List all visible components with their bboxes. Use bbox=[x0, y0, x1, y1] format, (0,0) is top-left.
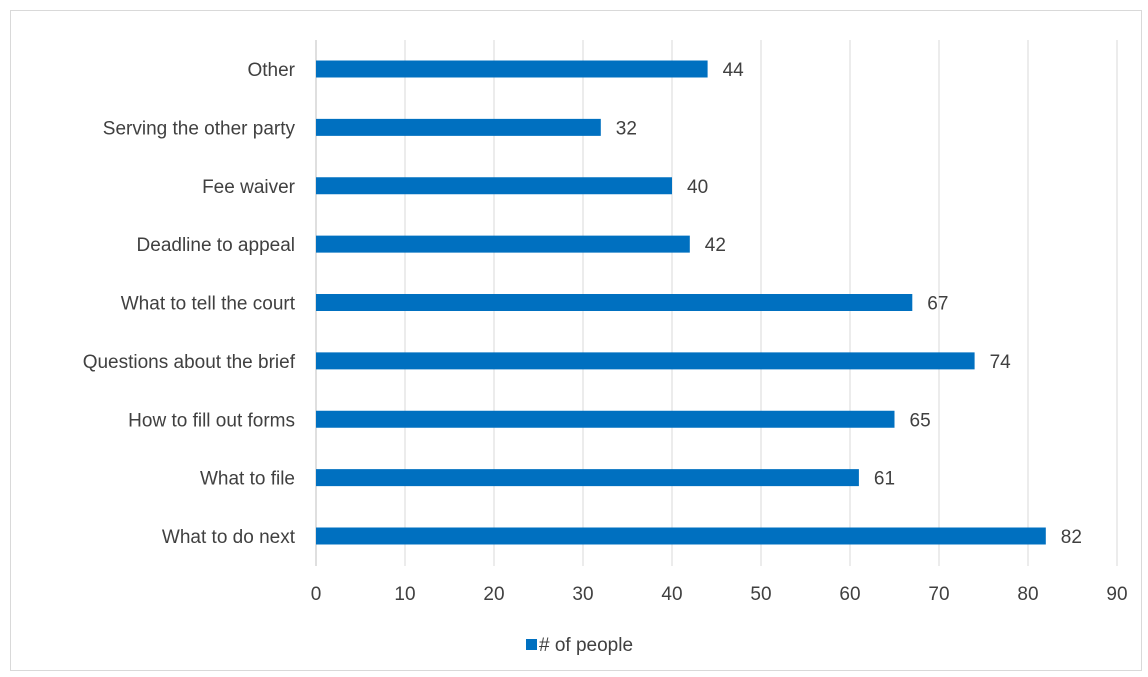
data-label: 44 bbox=[723, 60, 745, 81]
x-tick-label: 90 bbox=[1106, 584, 1127, 605]
bar bbox=[316, 527, 1046, 545]
data-label: 61 bbox=[874, 469, 895, 490]
legend: # of people bbox=[526, 635, 633, 656]
bar bbox=[316, 177, 672, 195]
category-label: What to tell the court bbox=[121, 294, 296, 315]
x-tick-label: 20 bbox=[483, 584, 504, 605]
data-label: 65 bbox=[910, 410, 931, 431]
x-tick-label: 50 bbox=[750, 584, 771, 605]
category-label: What to file bbox=[200, 469, 295, 490]
x-tick-label: 60 bbox=[839, 584, 860, 605]
bar bbox=[316, 352, 975, 370]
x-tick-label: 0 bbox=[311, 584, 322, 605]
category-label: How to fill out forms bbox=[128, 410, 295, 431]
data-label: 42 bbox=[705, 235, 726, 256]
bars bbox=[316, 60, 1046, 545]
bar bbox=[316, 118, 601, 136]
category-label: Other bbox=[247, 60, 295, 81]
category-labels: Other Serving the other party Fee waiver De… bbox=[83, 60, 296, 548]
data-label: 32 bbox=[616, 118, 637, 139]
category-label: Fee waiver bbox=[202, 177, 296, 198]
x-tick-label: 40 bbox=[661, 584, 682, 605]
data-labels: 44 32 40 42 67 74 65 61 82 bbox=[616, 60, 1082, 548]
legend-swatch bbox=[526, 639, 537, 650]
data-label: 82 bbox=[1061, 527, 1082, 548]
category-label: Questions about the brief bbox=[83, 352, 296, 373]
bar bbox=[316, 235, 690, 253]
category-label: What to do next bbox=[162, 527, 296, 548]
x-tick-label: 70 bbox=[928, 584, 949, 605]
x-tick-label: 30 bbox=[572, 584, 593, 605]
x-axis-ticks: 0 10 20 30 40 50 60 70 80 90 bbox=[311, 584, 1128, 605]
category-label: Serving the other party bbox=[103, 118, 296, 139]
data-label: 74 bbox=[990, 352, 1012, 373]
x-tick-label: 10 bbox=[394, 584, 415, 605]
data-label: 67 bbox=[927, 294, 948, 315]
category-label: Deadline to appeal bbox=[137, 235, 295, 256]
x-tick-label: 80 bbox=[1017, 584, 1038, 605]
bar bbox=[316, 410, 895, 428]
data-label: 40 bbox=[687, 177, 708, 198]
legend-label: # of people bbox=[539, 635, 633, 656]
bar bbox=[316, 469, 859, 487]
bar bbox=[316, 60, 708, 78]
bar bbox=[316, 294, 913, 311]
